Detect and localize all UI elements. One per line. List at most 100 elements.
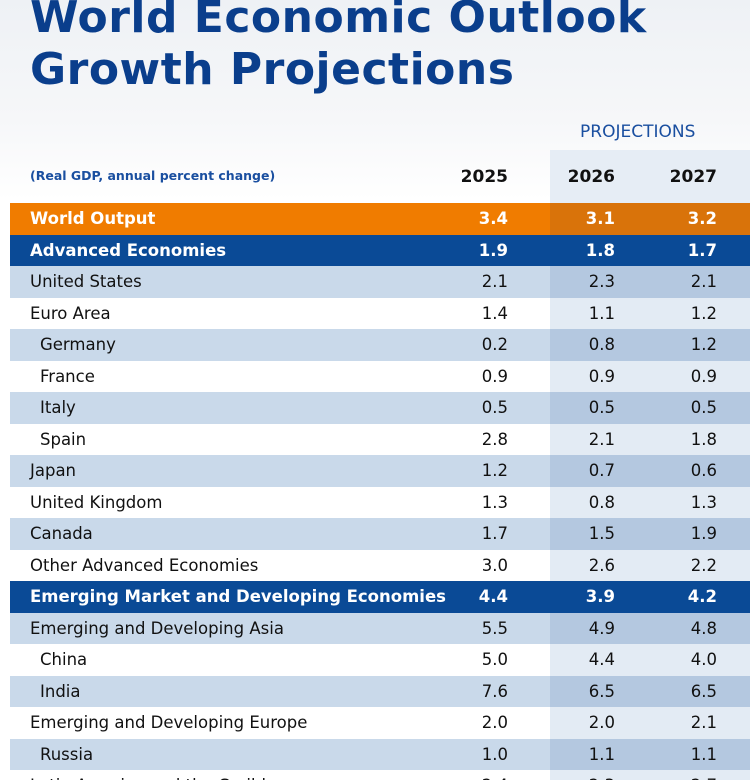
projection-shade [550,707,750,739]
cell-value: 4.2 [687,587,717,606]
row-label: Emerging and Developing Europe [30,713,308,732]
table-row: Other Advanced Economies 3.0 2.6 2.2 [10,549,750,581]
cell-value: 0.8 [588,335,615,354]
cell-value: 0.5 [481,398,508,417]
cell-value: 1.1 [588,744,615,764]
cell-value: 2.2 [690,555,717,575]
cell-value: 1.1 [690,744,717,764]
row-label: India [40,681,81,701]
cell-value: 3.9 [585,587,615,606]
cell-value: 2.1 [481,272,508,291]
cell-value: 1.2 [690,335,717,354]
row-label: France [40,366,95,386]
projection-shade [550,234,750,266]
cell-value: 0.9 [588,366,615,386]
table-row: Italy 0.5 0.5 0.5 [10,392,750,424]
cell-value: 1.3 [690,492,717,512]
projection-shade [550,675,750,707]
row-label: World Output [30,209,156,228]
cell-value: 0.7 [588,461,615,480]
table-row: Germany 0.2 0.8 1.2 [10,329,750,361]
table-row: India 7.6 6.5 6.5 [10,675,750,707]
projection-shade [550,770,750,780]
projection-shade [550,392,750,424]
cell-value: 1.2 [481,461,508,480]
cell-value: 1.2 [690,303,717,323]
projection-shade [550,360,750,392]
row-label: China [40,650,88,669]
table-row: Emerging Market and Developing Economies… [10,581,750,613]
table-row: Emerging and Developing Asia 5.5 4.9 4.8 [10,612,750,644]
table-row: Latin America and the Caribbean 2.4 2.3 2.7 [10,770,750,780]
cell-value: 2.0 [481,713,508,732]
cell-value: 4.9 [588,618,615,638]
projection-shade [550,455,750,487]
row-label: Emerging and Developing Asia [30,618,284,638]
row-label: Spain [40,429,87,449]
cell-value: 1.8 [690,429,717,449]
projection-shade [550,203,750,235]
cell-value: 0.8 [588,492,615,512]
table-row: Emerging and Developing Europe 2.0 2.0 2.1 [10,707,750,739]
cell-value: 1.7 [481,524,508,543]
table-row: Spain 2.8 2.1 1.8 [10,423,750,455]
cell-value: 6.5 [690,681,717,701]
projection-shade [550,581,750,613]
projection-shade [550,329,750,361]
cell-value: 1.3 [481,492,508,512]
projection-shade [550,266,750,298]
cell-value: 1.8 [585,240,615,260]
projections-label: PROJECTIONS [580,122,696,142]
subtitle: (Real GDP, annual percent change) [30,168,276,183]
projection-shade [550,297,750,329]
cell-value: 4.4 [588,650,615,669]
cell-value: 1.7 [687,240,717,260]
cell-value: 3.1 [585,209,615,228]
cell-value: 2.6 [588,555,615,575]
table-row: China 5.0 4.4 4.0 [10,644,750,676]
table-row: Advanced Economies 1.9 1.8 1.7 [10,234,750,266]
cell-value: 0.5 [588,398,615,417]
row-label: Other Advanced Economies [30,555,259,575]
projection-shade [550,518,750,550]
cell-value: 0.2 [481,335,508,354]
table-row: World Output 3.4 3.1 3.2 [10,203,750,235]
cell-value: 1.5 [588,524,615,543]
cell-value: 0.6 [690,461,717,480]
cell-value: 1.9 [690,524,717,543]
column-header: 2026 [567,167,615,187]
table-row: Canada 1.7 1.5 1.9 [10,518,750,550]
table-row: Euro Area 1.4 1.1 1.2 [10,297,750,329]
projection-shade [550,738,750,770]
cell-value: 2.1 [588,429,615,449]
projection-shade [550,486,750,518]
row-label: Emerging Market and Developing Economies [30,587,446,606]
cell-value: 7.6 [481,681,508,701]
cell-value: 2.4 [448,776,508,780]
row-label: Italy [40,398,76,417]
table-row: Japan 1.2 0.7 0.6 [10,455,750,487]
cell-value: 2.1 [690,713,717,732]
table-row: United States 2.1 2.3 2.1 [10,266,750,298]
projection-shade [550,423,750,455]
cell-value: 2.7 [657,776,717,780]
cell-value: 6.5 [588,681,615,701]
table-row: Russia 1.0 1.1 1.1 [10,738,750,770]
cell-value: 1.9 [478,240,508,260]
title: Growth Projections [30,44,515,95]
row-label: United Kingdom [30,492,163,512]
cell-value: 4.0 [690,650,717,669]
row-label: Russia [40,744,94,764]
cell-value: 1.0 [481,744,508,764]
table-row: United Kingdom 1.3 0.8 1.3 [10,486,750,518]
row-label: Euro Area [30,303,111,323]
cell-value: 1.4 [481,303,508,323]
row-label: Canada [30,524,93,543]
projection-shade [550,644,750,676]
row-label: Advanced Economies [30,240,227,260]
row-label: Latin America and the Caribbean [30,776,303,780]
table-row: France 0.9 0.9 0.9 [10,360,750,392]
cell-value: 2.3 [555,776,615,780]
cell-value: 2.0 [588,713,615,732]
